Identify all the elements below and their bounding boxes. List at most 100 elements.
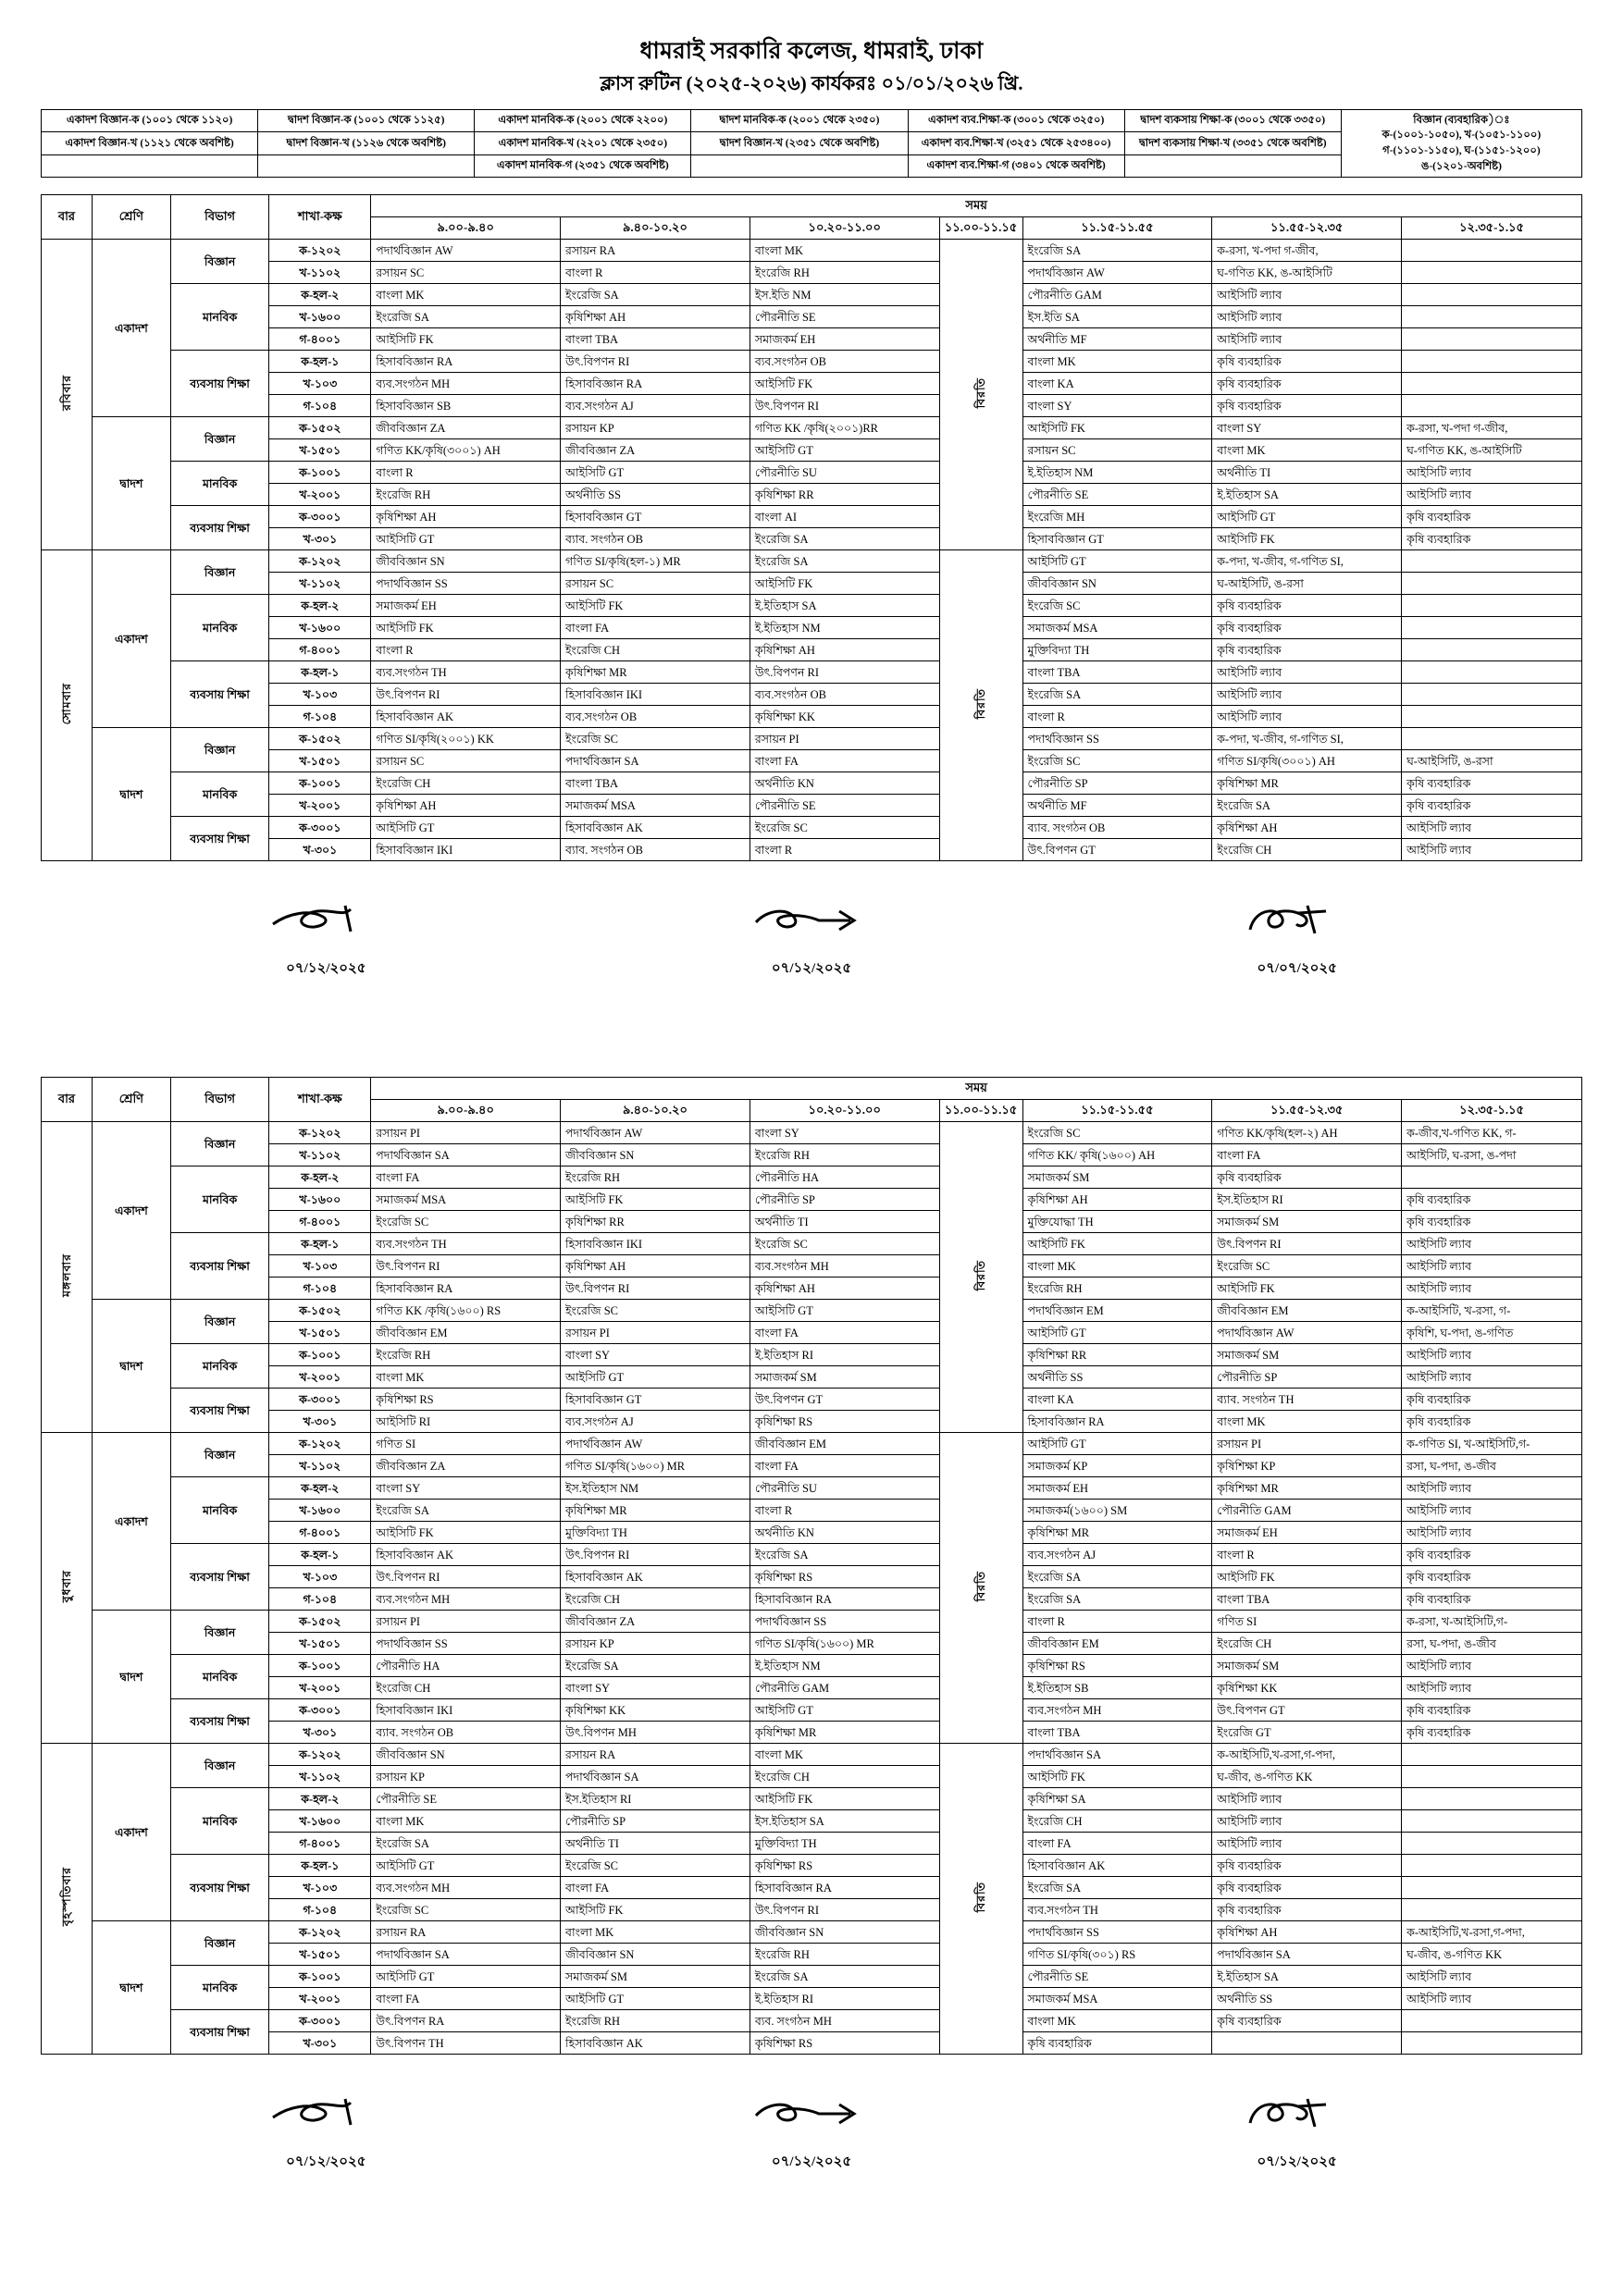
- period-cell-5: বাংলা KA: [1022, 372, 1213, 396]
- period-cell-3: আইসিটি FK: [749, 372, 940, 396]
- room-label: খ-১১০২: [268, 1454, 372, 1478]
- legend-practical-line: গ-(১১০১-১১৫০), ঘ-(১১৫১-১২০০): [1382, 144, 1541, 156]
- period-cell-2: হিসাববিজ্ঞান AK: [560, 2031, 750, 2055]
- period-cell-7: রসা, ঘ-পদা, ঙ-জীব: [1401, 1632, 1582, 1656]
- routine-row: দ্বাদশ বিজ্ঞান ক-১৫০২ গণিত KK /কৃষি(১৬০০) R…: [42, 1299, 1582, 1434]
- room-label: খ-১৬০০: [268, 1188, 372, 1212]
- break-label: বিরতি: [973, 376, 987, 409]
- period-cell-7: [1401, 1876, 1582, 1900]
- routine-row: বুধবার একাদশ বিজ্ঞান ক-১২০২ গণিত SI পদার্থবিজ…: [41, 1432, 1582, 1745]
- legend-cell: দ্বাদশ বিজ্ঞান-খ (১১২৬ থেকে অবশিষ্ট): [257, 131, 476, 155]
- period-cell-2: ইংরেজি CH: [560, 638, 750, 662]
- class-label: দ্বাদশ: [91, 1610, 171, 1745]
- period-cell-1: বাংলা FA: [370, 1166, 562, 1190]
- period-cell-1: পৌরনীতি HA: [370, 1654, 562, 1678]
- period-cell-5: ব্যব.সংগঠন MH: [1022, 1698, 1213, 1722]
- period-cell-6: ঘ-গণিত KK, ঙ-আইসিটি: [1211, 261, 1403, 285]
- period-cell-7: [1401, 594, 1582, 618]
- period-cell-2: রসায়ন KP: [560, 416, 750, 440]
- room-label: খ-১১০২: [268, 572, 372, 596]
- period-cell-7: কৃষি ব্যবহারিক: [1401, 1587, 1582, 1611]
- break-cell: বিরতি: [938, 549, 1023, 862]
- group-label: বিজ্ঞান: [169, 549, 270, 596]
- period-cell-1: ইংরেজি CH: [370, 1676, 562, 1700]
- routine-row: ব্যবসায় শিক্ষা ক-হল-১ ব্যব.সংগঠন TH হিসাবব…: [42, 1232, 1582, 1301]
- period-cell-1: রসায়ন PI: [370, 1610, 562, 1634]
- period-cell-2: ব্যাব. সংগঠন OB: [560, 838, 750, 862]
- period-cell-3: পৌরনীতি SU: [749, 461, 940, 485]
- routine-row: ব্যবসায় শিক্ষা ক-৩০০১ আইসিটি GT হিসাববিজ্ঞ…: [42, 816, 1582, 862]
- period-cell-5: ইংরেজি CH: [1022, 1809, 1213, 1833]
- room-label: গ-১০৪: [268, 1898, 372, 1922]
- period-cell-7: [1401, 727, 1582, 751]
- period-cell-1: আইসিটি FK: [370, 327, 562, 352]
- col-time-span: সময়: [370, 194, 1582, 218]
- legend-cell-empty: [690, 154, 909, 179]
- period-cell-2: ইংরেজি SC: [560, 1299, 750, 1323]
- period-cell-7: আইসিটি ল্যাব: [1401, 1521, 1582, 1545]
- period-cell-1: উৎ.বিপণন RI: [370, 683, 562, 707]
- section-legend: একাদশ বিজ্ঞান-ক (১০০১ থেকে ১১২০) দ্বাদশ ব…: [40, 108, 1583, 179]
- day-label-text: মঙ্গলবার: [59, 1253, 73, 1298]
- period-cell-3: কৃষিশিক্ষা RS: [749, 2031, 940, 2055]
- period-cell-2: জীববিজ্ঞান ZA: [560, 1610, 750, 1634]
- routine-row: খ-১৬০০ বাংলা MK পৌরনীতি SP ইস.ইতিহাস SA ইংরে…: [42, 1809, 1582, 1833]
- period-cell-5: পৌরনীতি GAM: [1022, 283, 1213, 307]
- group-label: মানবিক: [169, 1166, 270, 1234]
- period-cell-1: ব্যব.সংগঠন MH: [370, 1587, 562, 1611]
- period-cell-1: উৎ.বিপণন RI: [370, 1565, 562, 1589]
- day-label-সোমবার: সোমবার: [41, 549, 93, 862]
- period-cell-1: আইসিটি FK: [370, 1521, 562, 1545]
- routine-row: খ-২০০১ কৃষিশিক্ষা AH সমাজকর্ম MSA পৌরনীতি S…: [42, 794, 1582, 818]
- period-cell-5: কৃষিশিক্ষা RS: [1022, 1654, 1213, 1678]
- period-cell-2: জীববিজ্ঞান ZA: [560, 438, 750, 463]
- period-cell-5: ব্যব.সংগঠন AJ: [1022, 1543, 1213, 1567]
- time-slot-header-3: ১০.২০-১১.০০: [749, 216, 940, 241]
- period-cell-5: কৃষিশিক্ষা RR: [1022, 1343, 1213, 1367]
- period-cell-5: উৎ.বিপণন GT: [1022, 838, 1213, 862]
- period-cell-6: পদার্থবিজ্ঞান AW: [1211, 1321, 1403, 1345]
- period-cell-7: ক-গণিত SI, খ-আইসিটি,গ-: [1401, 1432, 1582, 1456]
- period-cell-6: কৃষি ব্যবহারিক: [1211, 1898, 1403, 1922]
- period-cell-6: গণিত SI/কৃষি(৩০০১) AH: [1211, 749, 1403, 773]
- legend-cell: একাদশ বিজ্ঞান-ক (১০০১ থেকে ১১২০): [40, 108, 259, 133]
- routine-row: দ্বাদশ বিজ্ঞান ক-১২০২ রসায়ন RA বাংলা MK জীবব…: [42, 1920, 1582, 2055]
- routine-row: গ-৪০০১ আইসিটি FK মুক্তিবিদ্যা TH অর্থনীতি K…: [42, 1521, 1582, 1545]
- col-class: শ্রেণি: [91, 194, 171, 241]
- signature-date-2: ০৭/১২/২০২৫: [771, 961, 852, 977]
- routine-row: খ-৩০১ আইসিটি GT ব্যাব. সংগঠন OB ইংরেজি SA হি…: [42, 527, 1582, 551]
- period-cell-3: কৃষিশিক্ষা RS: [749, 1565, 940, 1589]
- room-label: ক-হল-২: [268, 1476, 372, 1500]
- period-cell-6: অর্থনীতি SS: [1211, 1987, 1403, 2011]
- room-label: গ-৪০০১: [268, 1832, 372, 1856]
- period-cell-6: ইংরেজি CH: [1211, 838, 1403, 862]
- room-label: ক-১০০১: [268, 461, 372, 485]
- period-cell-5: ইংরেজি RH: [1022, 1277, 1213, 1301]
- header-row-slots: ৯.০০-৯.৪০ ৯.৪০-১০.২০ ১০.২০-১১.০০ ১১.০০-১১.১…: [42, 1099, 1582, 1123]
- period-cell-3: কৃষিশিক্ষা RS: [749, 1854, 940, 1878]
- period-cell-3: ইংরেজি SA: [749, 549, 940, 574]
- break-cell: বিরতি: [938, 1432, 1023, 1745]
- period-cell-1: বাংলা R: [370, 461, 562, 485]
- period-cell-1: উৎ.বিপণন RI: [370, 1254, 562, 1278]
- period-cell-5: পদার্থবিজ্ঞান SS: [1022, 1920, 1213, 1944]
- period-cell-7: কৃষি ব্যবহারিক: [1401, 527, 1582, 551]
- period-cell-7: [1401, 705, 1582, 729]
- group-label: বিজ্ঞান: [169, 239, 270, 285]
- period-cell-3: কৃষিশিক্ষা AH: [749, 638, 940, 662]
- period-cell-1: ব্যব.সংগঠন MH: [370, 372, 562, 396]
- period-cell-7: [1401, 305, 1582, 329]
- period-cell-2: বাংলা SY: [560, 1343, 750, 1367]
- period-cell-6: ব্যাব. সংগঠন TH: [1211, 1388, 1403, 1412]
- period-cell-3: কৃষিশিক্ষা MR: [749, 1721, 940, 1745]
- period-cell-5: রসায়ন SC: [1022, 438, 1213, 463]
- room-label: গ-১০৪: [268, 1277, 372, 1301]
- routine-subtitle: ক্লাস রুটিন (২০২৫-২০২৬) কার্যকরঃ ০১/০১/২…: [600, 72, 1023, 95]
- period-cell-6: কৃষি ব্যবহারিক: [1211, 372, 1403, 396]
- period-cell-2: হিসাববিজ্ঞান GT: [560, 1388, 750, 1412]
- period-cell-6: পৌরনীতি GAM: [1211, 1499, 1403, 1523]
- period-cell-3: জীববিজ্ঞান SN: [749, 1920, 940, 1944]
- period-cell-3: কৃষিশিক্ষা AH: [749, 1277, 940, 1301]
- period-cell-5: ব্যব.সংগঠন TH: [1022, 1898, 1213, 1922]
- period-cell-1: রসায়ন RA: [370, 1920, 562, 1944]
